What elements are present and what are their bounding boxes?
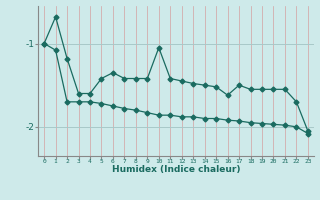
- X-axis label: Humidex (Indice chaleur): Humidex (Indice chaleur): [112, 165, 240, 174]
